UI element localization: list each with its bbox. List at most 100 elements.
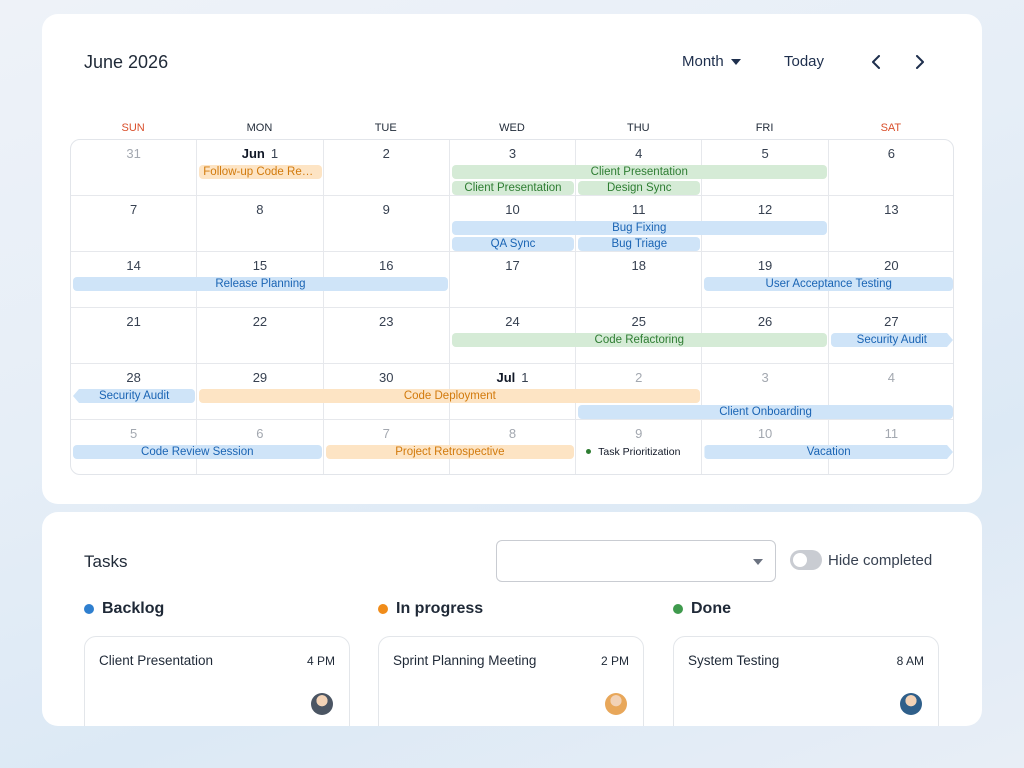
day-number: 6 [829,146,953,161]
day-cell[interactable]: 8 [197,196,324,252]
day-number-value: 9 [635,426,643,441]
task-card[interactable]: System Testing 8 AM [673,636,939,726]
next-month-button[interactable] [910,52,930,72]
calendar-event[interactable]: Release Planning [73,277,448,291]
day-number-value: 6 [887,146,895,161]
weekday-sun: SUN [121,122,145,134]
task-card[interactable]: Sprint Planning Meeting 2 PM [378,636,644,726]
day-number: 12 [702,202,827,217]
task-filter-select[interactable] [496,540,776,582]
day-cell[interactable]: 9 [576,420,703,474]
day-cell[interactable]: 18 [576,252,703,308]
day-number-value: 21 [126,314,141,329]
day-cell[interactable]: 27 [828,308,953,364]
day-cell[interactable]: 4 [828,364,953,420]
day-cell[interactable]: 6 [197,420,324,474]
avatar [605,693,627,715]
day-number-value: 7 [130,202,138,217]
day-cell[interactable]: 11 [829,420,953,474]
day-cell[interactable]: 8 [450,420,577,474]
day-number: 20 [829,258,953,273]
weekday-wed: WED [499,122,525,134]
calendar-event[interactable]: Bug Fixing [451,221,827,235]
calendar-event[interactable]: Client Presentation [451,181,575,195]
calendar-event[interactable]: Code Deployment [199,389,701,403]
today-button[interactable]: Today [784,53,825,70]
day-cell[interactable]: 20 [828,252,953,308]
previous-month-button[interactable] [866,52,886,72]
day-cell[interactable]: 6 [828,140,953,196]
day-cell[interactable]: 23 [323,308,450,364]
day-number: 21 [71,314,196,329]
day-number-value: 26 [757,314,773,329]
day-number: 13 [829,202,953,217]
calendar-event[interactable]: Security Audit [73,389,196,403]
calendar-event[interactable]: QA Sync [451,237,575,251]
day-number: 10 [450,202,575,217]
day-number: 4 [576,146,701,161]
day-number: 7 [71,202,196,217]
day-number-value: 10 [757,426,773,441]
calendar-event[interactable]: Code Review Session [73,445,322,459]
day-number: 7 [324,426,449,441]
toggle-knob [793,553,807,567]
task-column-header: In progress [378,600,483,618]
day-number-value: 6 [256,426,264,441]
day-cell[interactable]: 9 [323,196,450,252]
day-number: 19 [702,258,827,273]
calendar-event[interactable]: Client Presentation [451,165,827,179]
hide-completed-toggle[interactable] [790,550,822,570]
day-number: 8 [450,426,575,441]
day-number-value: 17 [505,258,520,273]
day-cell[interactable]: 21 [71,308,198,364]
day-number-value: 7 [382,426,390,441]
status-dot-icon [378,604,388,614]
calendar-event[interactable]: Code Refactoring [451,333,827,347]
calendar-event[interactable]: User Acceptance Testing [704,277,953,291]
calendar-event[interactable]: Follow-up Code Review [199,165,322,179]
day-number: 30 [324,370,449,385]
task-column-header: Backlog [84,600,164,618]
calendar-event[interactable]: Vacation [704,445,953,459]
day-number: Jun 1 [197,146,322,161]
day-cell[interactable]: 12 [702,196,829,252]
day-cell[interactable]: 13 [828,196,953,252]
day-number: 29 [197,370,322,385]
task-column-name: Done [691,600,731,617]
day-cell[interactable]: 17 [449,252,577,308]
avatar [311,693,333,715]
day-cell[interactable]: 31 [71,140,198,196]
calendar-event[interactable]: Client Onboarding [578,405,953,419]
calendar-event[interactable]: Project Retrospective [325,445,575,459]
calendar-event[interactable]: Security Audit [831,333,953,347]
day-number: 22 [197,314,322,329]
day-number: 11 [829,426,953,441]
weekday-mon: MON [246,122,273,134]
day-cell[interactable]: 28 [71,364,198,420]
day-cell[interactable]: Jun 1 [197,140,324,196]
day-cell[interactable]: 7 [71,196,198,252]
calendar-event[interactable]: Bug Triage [578,237,701,251]
day-cell[interactable]: 3 [702,364,829,420]
day-number-value: 8 [256,202,264,217]
view-mode-dropdown[interactable]: Month [682,53,741,70]
day-cell[interactable]: 2 [323,140,450,196]
day-number: 14 [71,258,196,273]
day-cell[interactable]: 26 [702,308,829,364]
calendar-event[interactable]: Task Prioritization [578,445,700,459]
task-card-time: 8 AM [896,654,924,668]
day-number-value: 9 [382,202,390,217]
day-cell[interactable]: 2 [576,364,703,420]
day-number-value: 3 [761,370,769,385]
day-number: 3 [702,370,827,385]
day-number-value: 12 [757,202,773,217]
calendar-event[interactable]: Design Sync [578,181,701,195]
day-cell[interactable]: 16 [323,252,450,308]
day-number-value: 13 [884,202,899,217]
tasks-panel: Tasks Hide completed Backlog Client Prese… [42,512,982,726]
day-cell[interactable]: 22 [197,308,324,364]
task-card[interactable]: Client Presentation 4 PM [84,636,350,726]
task-card-time: 4 PM [306,654,335,668]
day-cell[interactable]: 5 [702,140,829,196]
day-number: Jul 1 [450,370,575,385]
